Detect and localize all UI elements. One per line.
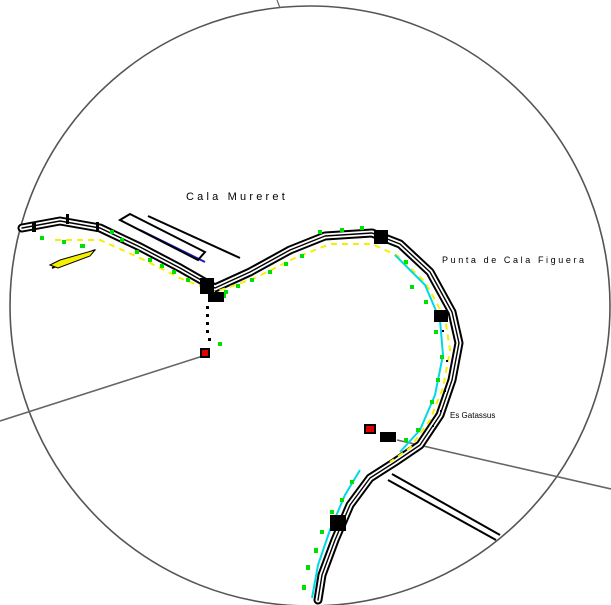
sand-patch — [48, 249, 97, 269]
label-punta-de-cala-figuera: Punta de Cala Figuera — [442, 255, 587, 265]
wall-markers — [32, 214, 448, 531]
leader-line-left — [0, 354, 207, 422]
label-cala-mureret: Cala Mureret — [186, 191, 288, 203]
view-circle — [9, 5, 611, 605]
marker-points — [200, 348, 376, 434]
leader-line-top — [276, 0, 281, 9]
coastal-road — [17, 216, 464, 605]
leader-line-right — [396, 439, 611, 490]
jetty — [51, 212, 501, 541]
vegetation — [40, 226, 444, 590]
label-es-gatassus: Es Gatassus — [450, 411, 495, 420]
